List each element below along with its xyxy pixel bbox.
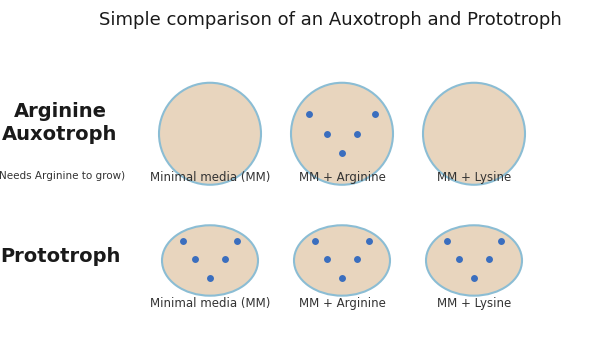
Text: Minimal media (MM): Minimal media (MM) bbox=[150, 297, 270, 310]
Text: Simple comparison of an Auxotroph and Prototroph: Simple comparison of an Auxotroph and Pr… bbox=[98, 11, 562, 29]
Text: Minimal media (MM): Minimal media (MM) bbox=[150, 171, 270, 184]
Text: (Needs Arginine to grow): (Needs Arginine to grow) bbox=[0, 171, 125, 181]
Ellipse shape bbox=[294, 225, 390, 296]
Ellipse shape bbox=[291, 83, 393, 185]
Text: Arginine
Auxotroph: Arginine Auxotroph bbox=[2, 102, 118, 144]
Ellipse shape bbox=[423, 83, 525, 185]
Text: MM + Arginine: MM + Arginine bbox=[299, 297, 385, 310]
Text: MM + Lysine: MM + Lysine bbox=[437, 171, 511, 184]
Ellipse shape bbox=[162, 225, 258, 296]
Text: MM + Lysine: MM + Lysine bbox=[437, 297, 511, 310]
Text: MM + Arginine: MM + Arginine bbox=[299, 171, 385, 184]
Text: Prototroph: Prototroph bbox=[0, 247, 120, 266]
Ellipse shape bbox=[159, 83, 261, 185]
Ellipse shape bbox=[426, 225, 522, 296]
